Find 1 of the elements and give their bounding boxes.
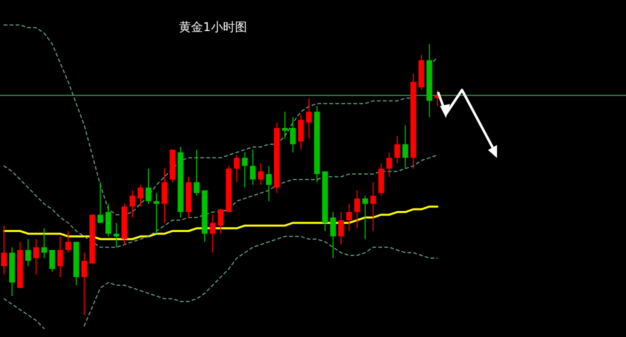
chart-title: 黄金1小时图 [179,20,247,34]
